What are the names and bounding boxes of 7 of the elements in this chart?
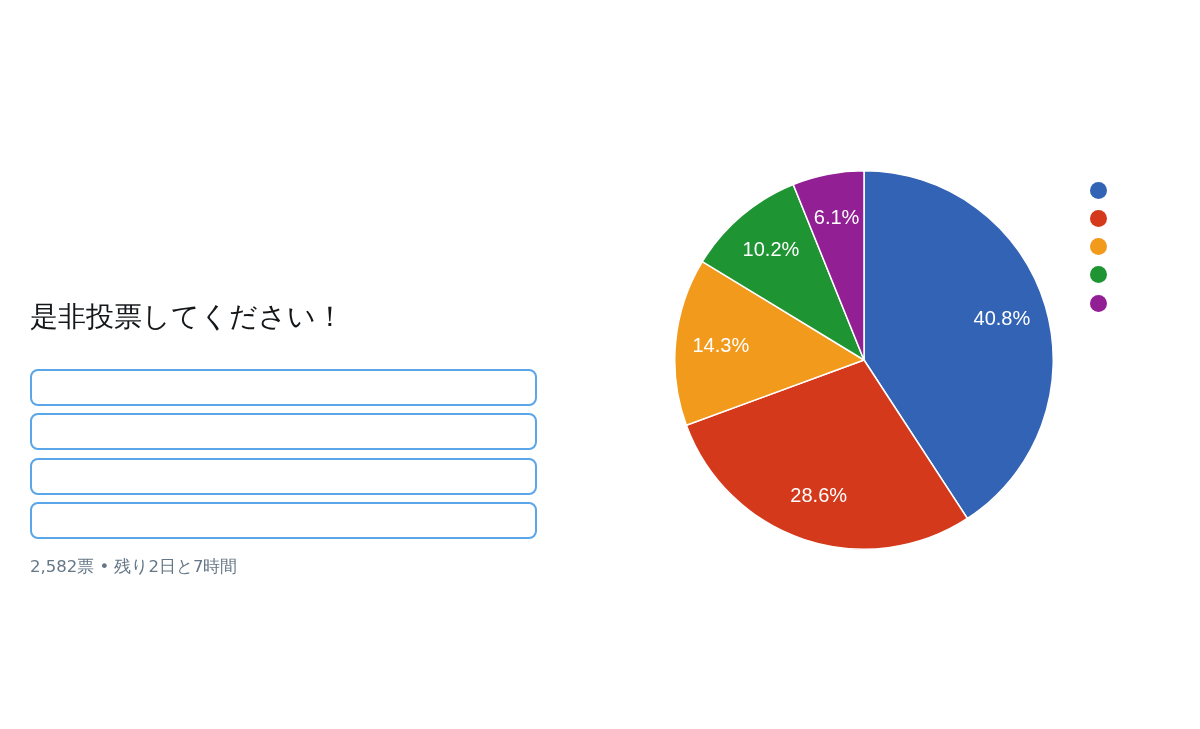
data-label: 10.2% (742, 237, 800, 260)
data-label: 6.1% (813, 206, 860, 229)
data-label: 28.6% (790, 484, 848, 507)
data-label: 40.8% (973, 306, 1031, 329)
text: 是非投票してください！ (30, 299, 344, 335)
data-label: 14.3% (692, 333, 750, 356)
text: 2,582票 • 残り2日と7時間 (30, 556, 238, 578)
